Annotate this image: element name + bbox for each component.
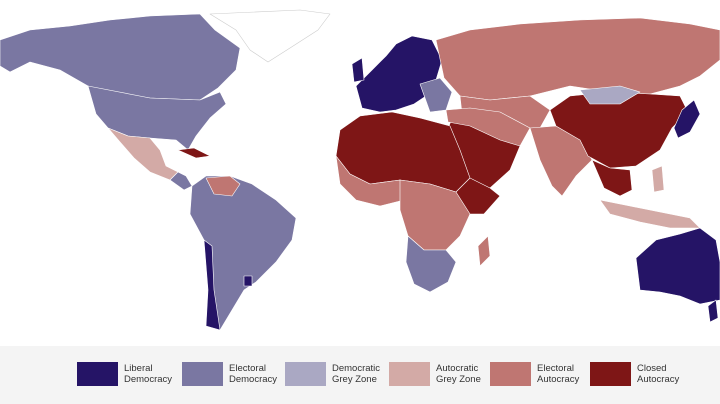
- horn-africa: [455, 177, 501, 215]
- legend-label: Electoral Democracy: [229, 363, 278, 385]
- europe-west: [355, 35, 443, 113]
- madagascar: [477, 235, 491, 267]
- legend: Liberal Democracy Electoral Democracy Demo…: [0, 346, 720, 404]
- australia: [635, 227, 720, 305]
- turkey-iran: [445, 107, 531, 147]
- legend-label: Closed Autocracy: [637, 363, 680, 385]
- europe-east: [419, 77, 453, 113]
- world-map: [0, 9, 720, 331]
- legend-label: Autocratic Grey Zone: [436, 363, 481, 385]
- canada-alaska: [0, 13, 241, 101]
- indonesia: [599, 199, 701, 229]
- uruguay: [243, 275, 253, 287]
- chile: [203, 239, 221, 331]
- legend-swatch: [590, 362, 631, 386]
- venezuela: [205, 175, 241, 197]
- philippines: [651, 165, 665, 193]
- russia: [435, 17, 720, 101]
- se-asia: [591, 159, 633, 197]
- southern-africa: [405, 235, 457, 293]
- legend-swatch: [389, 362, 430, 386]
- legend-swatch: [77, 362, 118, 386]
- legend-swatch: [490, 362, 531, 386]
- greenland: [209, 9, 331, 63]
- central-america: [169, 171, 193, 191]
- japan: [673, 99, 701, 139]
- cuba: [177, 147, 211, 159]
- legend-label: Democratic Grey Zone: [332, 363, 381, 385]
- uk: [351, 57, 365, 83]
- legend-swatch: [285, 362, 326, 386]
- new-zealand: [707, 299, 719, 323]
- central-africa: [399, 179, 475, 251]
- legend-label: Electoral Autocracy: [537, 363, 580, 385]
- legend-label: Liberal Democracy: [124, 363, 173, 385]
- legend-swatch: [182, 362, 223, 386]
- mongolia: [579, 85, 641, 105]
